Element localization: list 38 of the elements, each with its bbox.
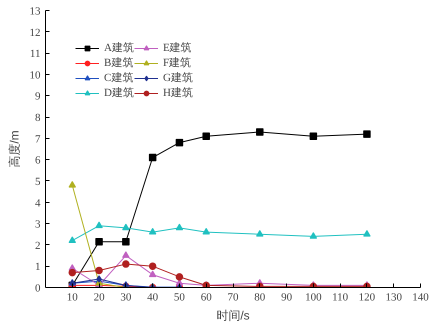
legend-label: E建筑 [162,41,192,55]
x-tick-label: 130 [385,292,402,304]
legend-label: B建筑 [104,56,134,70]
legend-label: H建筑 [162,86,193,100]
y-tick-label: 10 [30,69,41,82]
y-tick-label: 9 [35,90,41,103]
y-tick-label: 2 [35,240,40,252]
y-axis-title: 高度/m [8,130,22,168]
y-tick-label: 8 [35,112,41,124]
x-tick-label: 50 [174,292,186,304]
y-tick-label: 13 [30,6,41,18]
y-tick-label: 1 [35,261,40,274]
y-tick-label: 7 [35,133,41,146]
y-tick-label: 5 [35,176,41,188]
legend-label: G建筑 [162,71,193,85]
legend-label: D建筑 [104,86,134,100]
x-tick-label: 20 [94,292,106,304]
x-tick-label: 10 [66,292,78,304]
x-tick-label: 100 [305,292,322,304]
x-tick-label: 140 [412,292,430,304]
y-tick-label: 6 [35,154,41,167]
legend-label: A建筑 [104,41,134,55]
legend-label: C建筑 [104,71,134,85]
x-tick-label: 90 [281,292,293,304]
x-tick-label: 120 [358,292,376,304]
x-tick-label: 110 [332,292,349,304]
x-tick-label: 60 [200,292,212,304]
y-tick-label: 0 [35,282,41,294]
x-tick-label: 40 [147,292,159,304]
y-tick-label: 4 [35,197,41,210]
legend-label: F建筑 [162,56,192,70]
y-tick-label: 12 [30,26,40,39]
x-axis-title: 时间/s [216,308,250,322]
x-tick-label: 80 [254,292,266,304]
y-tick-label: 11 [30,48,40,60]
y-tick-label: 3 [35,218,41,231]
x-tick-label: 70 [228,292,239,304]
x-tick-label: 30 [120,292,132,304]
